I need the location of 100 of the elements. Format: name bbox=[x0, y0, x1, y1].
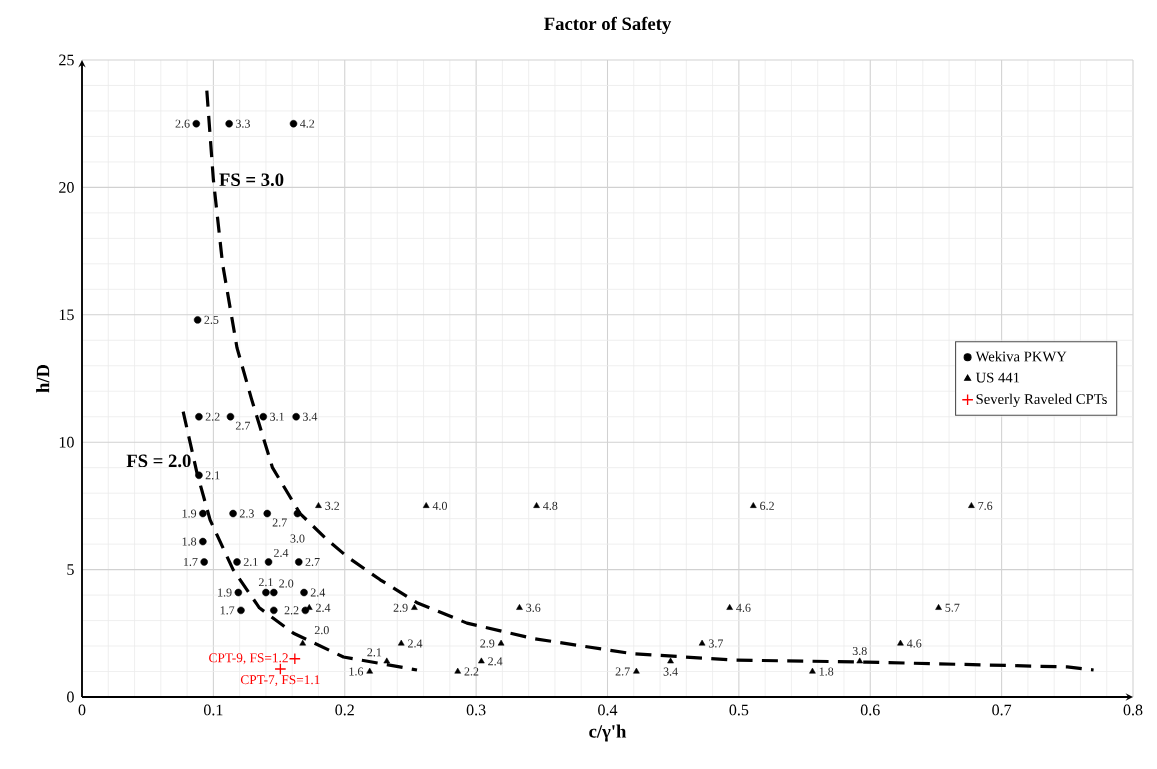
point bbox=[533, 502, 540, 508]
point bbox=[516, 604, 523, 610]
point bbox=[259, 412, 268, 421]
annotation: 2.4 bbox=[310, 588, 326, 597]
annotation: 4.6 bbox=[736, 603, 751, 612]
point bbox=[264, 558, 273, 566]
point bbox=[411, 604, 418, 610]
point bbox=[195, 412, 203, 421]
annotation: 7.6 bbox=[978, 501, 993, 510]
point bbox=[237, 606, 245, 615]
annotation: 2.1 bbox=[205, 471, 220, 480]
annotation: 2.7 bbox=[615, 667, 630, 676]
annotation: 3.7 bbox=[708, 639, 723, 648]
annotation: 6.2 bbox=[760, 501, 774, 510]
legend-label: US 441 bbox=[975, 372, 1020, 383]
y-axis-title: h/D bbox=[36, 364, 50, 393]
annotation: 2.2 bbox=[205, 412, 220, 421]
annotation: 2.7 bbox=[305, 557, 320, 567]
point bbox=[968, 502, 975, 508]
x-axis-title: c/γ'h bbox=[589, 724, 627, 742]
annotation: CPT-7, FS=1.1 bbox=[240, 675, 320, 687]
x-tick-label: 0.7 bbox=[992, 704, 1012, 716]
annotation: 2.6 bbox=[175, 119, 190, 128]
annotation: 5.7 bbox=[945, 603, 960, 612]
annotation: 1.9 bbox=[182, 509, 197, 518]
point bbox=[726, 604, 733, 610]
y-tick-label: 10 bbox=[59, 436, 74, 448]
annotation: 2.0 bbox=[314, 626, 329, 635]
annotation: 3.2 bbox=[325, 501, 340, 510]
point bbox=[262, 588, 270, 597]
point bbox=[199, 509, 207, 518]
point bbox=[288, 652, 301, 665]
annotation: 1.6 bbox=[349, 667, 364, 676]
annotation: 3.6 bbox=[526, 603, 541, 612]
annotation: CPT-9, FS=1.2 bbox=[209, 653, 288, 665]
point bbox=[263, 509, 271, 518]
legend-label: Wekiva PKWY bbox=[975, 351, 1067, 362]
annotation: 2.5 bbox=[204, 315, 219, 324]
y-tick-label: 15 bbox=[59, 309, 74, 321]
annotation: 2.4 bbox=[274, 548, 289, 558]
annotation: 3.8 bbox=[852, 646, 867, 656]
point bbox=[193, 316, 202, 324]
annotation: 4.6 bbox=[906, 639, 922, 648]
series-label: FS = 3.0 bbox=[219, 173, 284, 187]
annotation: 3.0 bbox=[290, 534, 305, 543]
point bbox=[293, 509, 302, 518]
annotation: 2.7 bbox=[272, 518, 287, 527]
point bbox=[270, 606, 278, 615]
point bbox=[225, 119, 233, 128]
y-tick-label: 5 bbox=[67, 564, 74, 575]
point bbox=[383, 657, 391, 664]
series-label: FS = 2.0 bbox=[126, 454, 191, 468]
annotation: 2.4 bbox=[488, 657, 503, 666]
annotation: 1.7 bbox=[183, 557, 198, 566]
chart-title: Factor of Safety bbox=[544, 16, 672, 34]
point bbox=[295, 558, 303, 566]
annotation: 3.1 bbox=[270, 412, 284, 421]
point bbox=[478, 657, 485, 664]
point bbox=[229, 509, 237, 518]
point bbox=[192, 119, 201, 128]
annotation: 2.2 bbox=[284, 606, 299, 615]
x-tick-label: 0.4 bbox=[598, 704, 618, 716]
x-tick-label: 0.2 bbox=[335, 704, 354, 716]
point bbox=[234, 588, 243, 597]
annotation: 4.0 bbox=[432, 501, 448, 510]
annotation: 2.1 bbox=[243, 557, 258, 567]
annotation: 2.0 bbox=[279, 579, 294, 588]
point bbox=[292, 412, 300, 421]
point bbox=[809, 667, 816, 674]
annotation: 3.4 bbox=[302, 412, 318, 421]
point bbox=[226, 412, 235, 421]
point bbox=[397, 639, 405, 646]
x-tick-label: 0 bbox=[78, 704, 86, 716]
annotation: 1.9 bbox=[218, 588, 232, 597]
annotation: 1.8 bbox=[182, 537, 197, 546]
point bbox=[300, 588, 308, 597]
annotation: 2.7 bbox=[235, 421, 251, 430]
point bbox=[195, 471, 203, 480]
point bbox=[667, 657, 674, 664]
annotation: 2.1 bbox=[367, 648, 382, 657]
point bbox=[750, 502, 757, 508]
annotation: 2.4 bbox=[316, 603, 331, 612]
point bbox=[897, 639, 904, 646]
point bbox=[274, 662, 287, 675]
point bbox=[935, 604, 942, 610]
point bbox=[633, 667, 640, 674]
annotation: 1.8 bbox=[819, 667, 834, 676]
annotation: 4.2 bbox=[300, 119, 315, 128]
point bbox=[366, 667, 373, 674]
annotation: 2.9 bbox=[480, 639, 495, 648]
annotation: 2.4 bbox=[408, 639, 423, 648]
point bbox=[454, 667, 462, 674]
annotation: 2.2 bbox=[464, 667, 479, 676]
point bbox=[199, 537, 207, 546]
point bbox=[698, 639, 706, 646]
legend-label: Severly Raveled CPTs bbox=[976, 393, 1107, 408]
point bbox=[306, 604, 313, 610]
x-tick-label: 0.5 bbox=[729, 704, 749, 716]
point bbox=[233, 558, 241, 566]
point bbox=[422, 502, 430, 508]
